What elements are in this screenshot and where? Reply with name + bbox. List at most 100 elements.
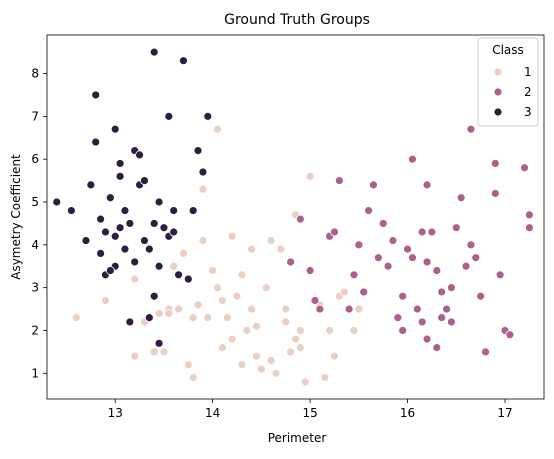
point-class-2 [378, 219, 388, 228]
point-class-2 [286, 257, 296, 267]
point-class-2 [524, 210, 534, 220]
point-class-2 [417, 317, 427, 327]
point-class-1 [213, 283, 222, 293]
point-class-3 [115, 223, 125, 233]
point-class-1 [266, 236, 276, 245]
point-class-3 [115, 171, 125, 181]
point-class-3 [91, 137, 101, 147]
point-class-2 [417, 227, 427, 237]
legend-marker-2 [493, 87, 503, 97]
point-class-3 [159, 223, 169, 233]
point-class-3 [149, 47, 159, 57]
point-class-2 [349, 270, 359, 280]
point-class-3 [66, 206, 76, 215]
x-tick-label: 14 [205, 406, 220, 420]
point-class-3 [120, 244, 130, 254]
point-class-1 [252, 321, 261, 331]
point-class-1 [71, 313, 81, 323]
point-class-1 [256, 364, 266, 374]
point-class-3 [174, 270, 183, 280]
y-tick-label: 6 [31, 152, 39, 166]
point-class-2 [466, 240, 476, 250]
point-class-1 [222, 313, 232, 323]
point-class-1 [232, 291, 242, 301]
point-class-2 [398, 326, 408, 335]
point-class-1 [286, 347, 296, 357]
point-class-1 [164, 308, 174, 318]
y-tick-label: 8 [31, 67, 39, 81]
legend-marker-1 [493, 67, 503, 77]
point-class-1 [281, 317, 291, 327]
point-class-1 [218, 343, 227, 353]
y-axis-label: Asymetry Coefficient [9, 154, 23, 280]
plot-frame [46, 34, 545, 400]
point-class-3 [144, 244, 154, 254]
point-class-1 [300, 377, 310, 387]
point-class-2 [520, 163, 529, 173]
point-class-1 [198, 184, 208, 194]
point-class-1 [295, 326, 305, 335]
point-class-3 [110, 231, 120, 241]
point-class-2 [364, 206, 373, 215]
point-class-1 [276, 244, 286, 254]
point-class-1 [198, 236, 208, 245]
y-tick-label: 4 [31, 238, 39, 252]
point-class-1 [320, 373, 330, 382]
point-class-3 [110, 124, 120, 134]
point-class-3 [198, 167, 208, 177]
legend-label-1: 1 [524, 65, 532, 79]
point-class-2 [369, 180, 378, 190]
point-class-2 [398, 291, 408, 301]
point-class-1 [154, 308, 164, 318]
legend: Class 1 2 3 [477, 37, 539, 127]
point-class-2 [354, 240, 364, 250]
point-class-2 [505, 330, 515, 340]
point-class-1 [247, 304, 257, 314]
point-class-1 [227, 231, 237, 241]
point-class-1 [330, 351, 339, 361]
legend-items: 1 2 3 [493, 65, 532, 119]
point-class-1 [169, 261, 179, 271]
y-tick-label: 2 [31, 323, 39, 337]
point-class-1 [339, 287, 349, 297]
y-tick-label: 5 [31, 195, 39, 209]
point-class-1 [203, 313, 213, 323]
point-class-2 [490, 159, 500, 168]
point-class-2 [310, 296, 320, 305]
point-class-3 [52, 197, 62, 207]
point-class-1 [271, 368, 281, 378]
legend-frame [477, 37, 539, 127]
point-class-1 [325, 326, 335, 335]
chart-title: Ground Truth Groups [224, 12, 370, 28]
point-class-2 [305, 266, 315, 275]
point-class-3 [154, 338, 164, 348]
point-class-1 [266, 356, 276, 365]
point-class-2 [471, 253, 481, 263]
point-class-2 [393, 313, 403, 323]
point-class-3 [105, 266, 115, 275]
point-class-3 [164, 111, 174, 121]
point-class-1 [179, 248, 188, 258]
point-class-2 [481, 347, 490, 357]
point-class-3 [96, 248, 105, 258]
point-class-2 [334, 176, 344, 186]
x-tick-label: 13 [108, 406, 123, 420]
point-class-1 [291, 334, 300, 344]
point-class-2 [295, 214, 305, 224]
point-class-1 [281, 304, 291, 314]
point-class-3 [149, 219, 159, 228]
point-class-2 [442, 304, 451, 314]
point-class-1 [130, 351, 140, 361]
point-class-3 [86, 180, 96, 190]
point-class-1 [218, 296, 227, 305]
point-class-3 [120, 206, 130, 215]
point-class-3 [91, 90, 101, 100]
point-class-2 [495, 270, 505, 280]
x-ticks: 13 14 15 16 17 [108, 399, 513, 420]
point-class-2 [388, 236, 398, 245]
point-class-1 [130, 274, 140, 284]
legend-title: Class [492, 43, 524, 57]
point-class-2 [437, 287, 447, 297]
point-class-3 [188, 206, 198, 215]
